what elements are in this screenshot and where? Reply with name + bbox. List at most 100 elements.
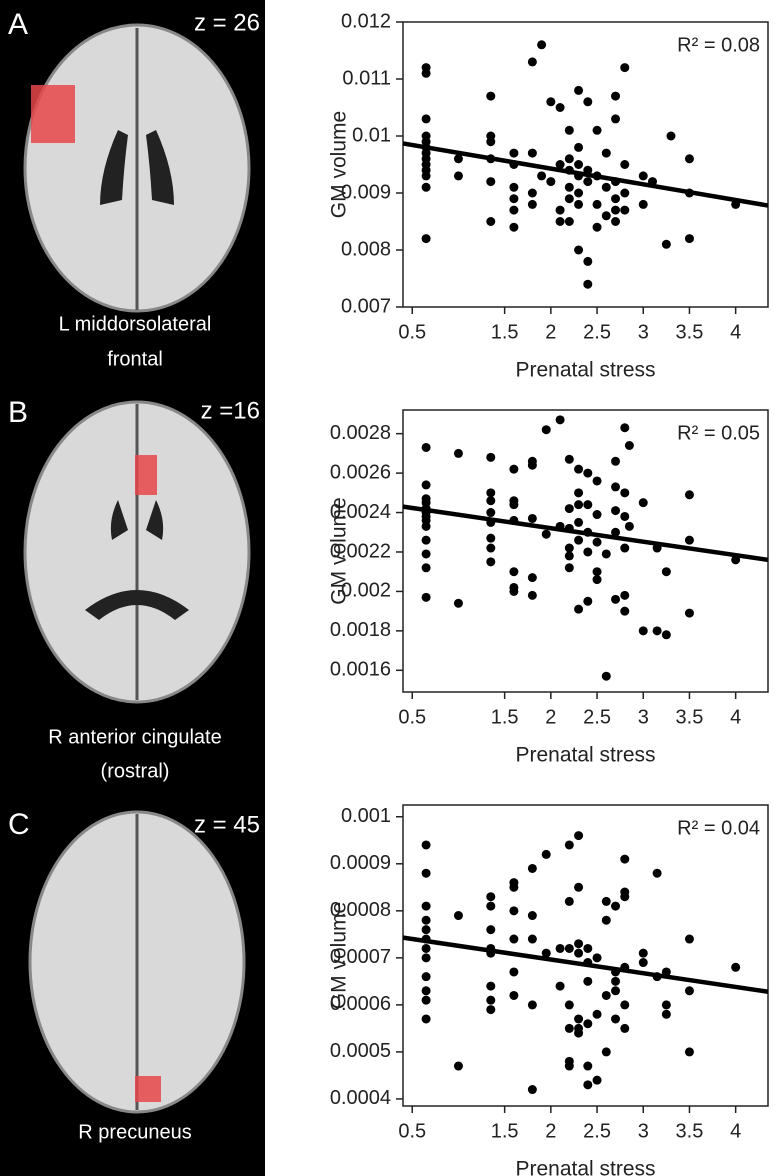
y-tick-label: 0.012: [341, 10, 391, 32]
data-point: [592, 1009, 602, 1019]
data-point: [574, 604, 584, 614]
brain-slice: [23, 23, 251, 313]
data-point: [555, 205, 565, 215]
annotation: R² = 0.05: [677, 422, 760, 444]
data-point: [564, 1000, 574, 1010]
data-point: [486, 995, 496, 1005]
data-point: [583, 500, 593, 510]
data-point: [661, 1000, 671, 1010]
data-point: [611, 114, 621, 124]
data-point: [564, 896, 574, 906]
y-tick-label: 0.0006: [330, 993, 391, 1015]
data-point: [486, 533, 496, 543]
x-tick-label: 0.5: [398, 1120, 426, 1142]
data-point: [574, 500, 584, 510]
x-tick-label: 1.5: [491, 706, 519, 728]
y-axis-label: GM volume: [328, 902, 351, 1009]
data-point: [509, 194, 519, 204]
data-point: [684, 490, 694, 500]
data-point: [453, 448, 463, 458]
data-point: [527, 199, 537, 209]
data-point: [564, 543, 574, 553]
data-point: [509, 990, 519, 1000]
data-point: [486, 217, 496, 226]
data-point: [592, 953, 602, 963]
data-point: [509, 934, 519, 944]
data-point: [486, 177, 496, 187]
data-point: [684, 154, 694, 164]
data-point: [509, 586, 519, 596]
data-point: [564, 551, 574, 561]
data-point: [624, 440, 634, 450]
data-point: [564, 563, 574, 573]
data-point: [421, 1014, 431, 1024]
y-tick-label: 0.0024: [330, 501, 391, 523]
data-point: [620, 606, 630, 616]
data-point: [564, 182, 574, 192]
data-point: [564, 454, 574, 464]
y-tick-label: 0.0022: [330, 540, 391, 562]
data-point: [652, 626, 662, 636]
data-point: [620, 205, 630, 215]
trend-line: [402, 935, 769, 994]
data-point: [592, 567, 602, 577]
x-tick-label: 3.5: [676, 321, 704, 343]
data-point: [620, 1000, 630, 1010]
data-point: [583, 976, 593, 986]
data-point: [555, 160, 565, 169]
data-point: [620, 488, 630, 498]
data-point: [574, 142, 584, 152]
data-point: [583, 1061, 593, 1071]
data-point: [564, 1061, 574, 1071]
data-point: [661, 567, 671, 577]
data-point: [486, 892, 496, 902]
region-label: R anterior cingulate: [48, 726, 221, 748]
data-point: [564, 125, 574, 135]
data-point: [421, 953, 431, 963]
data-point: [638, 199, 648, 209]
data-point: [421, 535, 431, 545]
data-point: [611, 217, 621, 226]
data-point: [421, 234, 431, 244]
data-point: [611, 901, 621, 911]
data-point: [574, 245, 584, 255]
data-point: [611, 506, 621, 516]
x-tick-label: 1.5: [491, 321, 519, 343]
y-tick-label: 0.01: [352, 124, 391, 146]
y-tick-label: 0.008: [341, 238, 391, 260]
data-point: [555, 415, 565, 425]
data-point: [611, 482, 621, 492]
data-point: [661, 239, 671, 249]
x-tick-label: 3: [638, 321, 649, 343]
data-point: [527, 863, 537, 873]
data-point: [592, 510, 602, 520]
brain-slice: [28, 810, 246, 1114]
data-point: [611, 986, 621, 996]
annotation: R² = 0.08: [677, 34, 760, 56]
data-point: [541, 425, 551, 435]
data-point: [564, 154, 574, 164]
data-point: [574, 535, 584, 545]
data-point: [564, 194, 574, 204]
data-point: [638, 171, 648, 181]
data-point: [592, 222, 602, 232]
data-point: [731, 962, 741, 972]
data-point: [527, 934, 537, 944]
data-point: [684, 934, 694, 944]
x-tick-label: 2.5: [583, 1120, 611, 1142]
data-point: [583, 279, 593, 289]
data-point: [421, 521, 431, 531]
data-point: [574, 160, 584, 169]
panel-letter: C: [8, 808, 30, 841]
data-point: [421, 563, 431, 573]
y-tick-label: 0.0005: [330, 1040, 391, 1062]
data-point: [620, 1023, 630, 1033]
data-point: [486, 452, 496, 462]
data-point: [574, 85, 584, 95]
data-point: [546, 177, 556, 187]
data-point: [453, 598, 463, 608]
data-point: [624, 521, 634, 531]
data-point: [574, 188, 584, 198]
data-point: [509, 464, 519, 474]
data-point: [684, 1047, 694, 1057]
